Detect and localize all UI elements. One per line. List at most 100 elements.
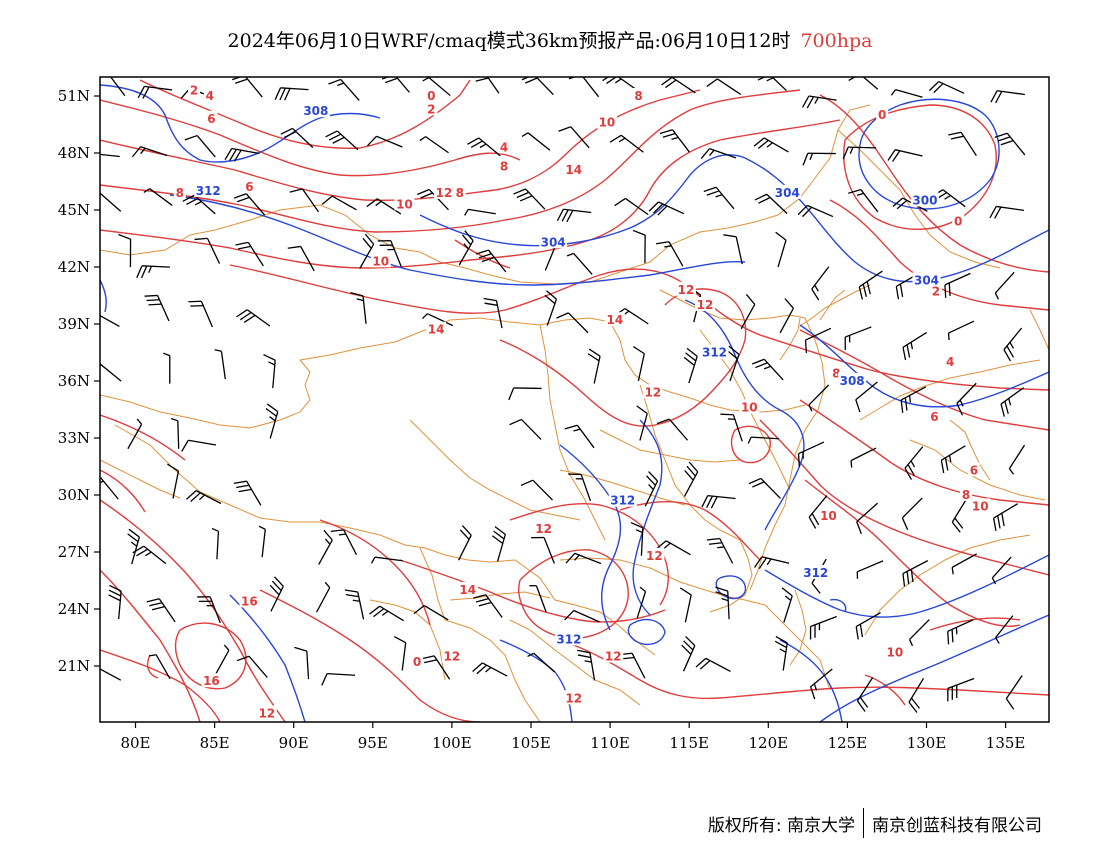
wind-barb — [636, 586, 647, 619]
temperature-contour-label: 2 — [190, 83, 198, 97]
wind-barb — [908, 619, 930, 647]
wind-barb — [419, 136, 449, 154]
wind-barb — [740, 294, 756, 330]
wind-barb — [197, 596, 221, 624]
temperature-contour-label: 6 — [207, 112, 215, 126]
wind-barb — [137, 85, 173, 99]
wind-barb — [802, 152, 836, 166]
temperature-contour-label: 10 — [972, 499, 989, 513]
temperature-contour-label-bg — [239, 593, 260, 608]
temperature-contour-label: 8 — [456, 186, 464, 200]
lon-tick-label: 80E — [120, 734, 150, 752]
wind-barb — [531, 536, 555, 564]
temperature-contour-label: 12 — [565, 691, 582, 705]
temperature-contour-label: 4 — [500, 140, 508, 154]
lat-tick-label: 36N — [58, 372, 90, 390]
wind-barb — [100, 314, 120, 328]
wind-barb — [564, 609, 600, 623]
wind-barb — [473, 594, 503, 618]
wind-barb — [556, 312, 589, 334]
wind-barb — [564, 424, 595, 449]
wind-barb — [294, 646, 310, 680]
wind-barb — [681, 635, 696, 672]
wind-barb — [956, 382, 977, 416]
temperature-contour-label-bg — [433, 184, 454, 199]
wind-barb — [587, 348, 601, 384]
wind-barb — [948, 131, 977, 157]
height-contour-label-bg — [910, 192, 939, 207]
temperature-contour-label-bg — [676, 281, 697, 296]
latitude-axis: 51N 48N 45N 42N 39N 36N 33N 30N 27N 24N 21N — [58, 87, 100, 675]
wind-barb — [700, 147, 737, 159]
lat-tick-label: 48N — [58, 144, 90, 162]
wind-barb — [170, 417, 180, 449]
temperature-contour-label: 6 — [930, 410, 938, 424]
wind-barb — [775, 231, 787, 268]
temperature-contour-label: 10 — [820, 509, 837, 523]
wind-barb — [520, 479, 553, 501]
wind-barb — [751, 358, 784, 381]
temperature-contour-label-bg — [695, 297, 716, 311]
temperature-contour-label-bg — [425, 101, 438, 116]
wind-barb — [648, 201, 685, 216]
wind-barb — [644, 471, 659, 507]
temperature-contour-label-bg — [411, 654, 424, 669]
wind-barb — [993, 503, 1018, 532]
wind-barb — [947, 320, 975, 341]
wind-barb — [904, 446, 924, 480]
wind-barb — [951, 553, 978, 575]
map-title: 2024年06月10日WRF/cmaq模式36km预报产品:06月10日12时 7… — [0, 26, 1100, 53]
temperature-contour-label: 16 — [241, 594, 258, 608]
wind-barb — [848, 188, 879, 213]
wind-barb — [118, 233, 132, 268]
temperature-contour-label: 8 — [962, 488, 970, 502]
temperature-contour-label: 14 — [565, 163, 582, 177]
height-contour-label: 312 — [702, 346, 727, 360]
temperature-contour-label: 12 — [535, 522, 552, 536]
wind-barb — [558, 126, 590, 149]
pressure-level: 700hpa — [800, 30, 873, 52]
temperature-contour-label: 6 — [245, 180, 253, 194]
temperature-contour-label-bg — [426, 321, 447, 336]
temperature-contour-label-bg — [928, 409, 941, 424]
wind-barb — [214, 644, 230, 676]
height-contour-label: 300 — [912, 194, 937, 208]
temperature-contour-label-bg — [394, 196, 415, 211]
wind-barb — [131, 146, 168, 158]
wind-barb — [632, 229, 646, 264]
height-contour-label-bg — [700, 344, 729, 359]
wind-barb — [100, 363, 122, 382]
wind-barb — [233, 480, 262, 506]
wind-barb — [381, 77, 410, 93]
wind-barb — [754, 556, 790, 569]
temperature-contour-label: 14 — [459, 583, 476, 597]
wind-barb — [856, 677, 874, 712]
wind-barb — [182, 194, 216, 215]
wind-barb — [679, 587, 692, 623]
wind-barbs — [100, 77, 1026, 713]
wind-barb — [951, 497, 968, 533]
wind-barb — [940, 445, 966, 474]
wind-barb — [344, 589, 365, 620]
temperature-contour-label-bg — [533, 521, 554, 536]
copyright-footer: 版权所有: 南京大学 南京创蓝科技有限公司 — [708, 808, 1042, 838]
temperature-contour-label: 10 — [741, 401, 758, 415]
wind-barb — [568, 77, 600, 98]
wind-barb — [811, 266, 830, 301]
temperature-contour-label: 10 — [887, 646, 904, 660]
wind-barb — [781, 587, 793, 623]
temperature-contour-label-bg — [944, 354, 957, 368]
lon-tick-label: 90E — [279, 734, 309, 752]
wind-barb — [842, 146, 877, 160]
wind-barb — [656, 418, 689, 441]
wind-barb — [181, 439, 217, 452]
temperature-contour-label: 14 — [606, 313, 623, 327]
wind-barb — [990, 90, 1025, 104]
wind-barb — [747, 436, 780, 444]
lat-tick-label: 33N — [58, 429, 90, 447]
plot-background — [100, 77, 1049, 722]
temperature-contour-label: 0 — [954, 214, 962, 228]
temperature-contour-label-bg — [205, 110, 218, 125]
wind-barb — [236, 655, 268, 678]
